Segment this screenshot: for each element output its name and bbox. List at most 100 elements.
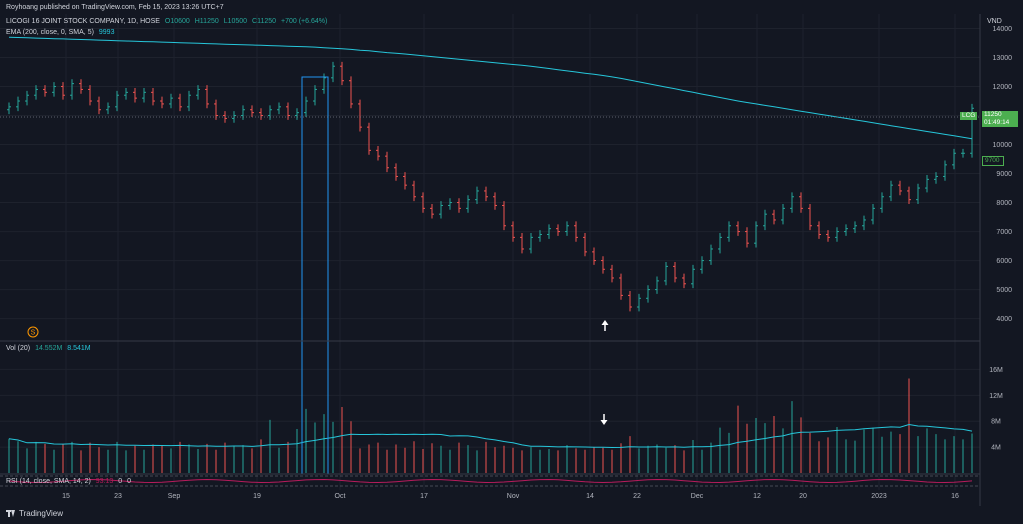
ohlc-bar: [457, 198, 461, 213]
ohlc-bar: [421, 192, 425, 213]
price-tick-label: 14000: [993, 26, 1013, 33]
ohlc-bar: [754, 221, 758, 248]
price-tick-label: 7000: [996, 229, 1012, 236]
ohlc-bar: [691, 264, 695, 289]
rsi-line: [8, 478, 973, 484]
ohlc-bar: [943, 160, 947, 181]
ohlc-bar: [916, 183, 920, 205]
ohlc-bar: [511, 221, 515, 242]
ohlc-bar: [250, 105, 254, 117]
ohlc-bar: [448, 198, 452, 210]
time-tick-label: 16: [951, 493, 959, 500]
time-tick-label: Sep: [168, 493, 181, 500]
low-value: L10500: [223, 18, 248, 25]
publisher-line: Royhoang published on TradingView.com, F…: [6, 4, 224, 11]
ohlc-bar: [466, 195, 470, 213]
price-tick-label: 9000: [996, 171, 1012, 178]
ohlc-bar: [610, 264, 614, 283]
tradingview-icon: [6, 510, 16, 517]
ohlc-bar: [538, 230, 542, 242]
ema-legend[interactable]: EMA (200, close, 0, SMA, 5) 9993: [6, 28, 117, 38]
ohlc-bar: [340, 61, 344, 86]
time-tick-label: Oct: [335, 493, 346, 500]
ohlc-bar: [556, 224, 560, 236]
ohlc-bar: [907, 186, 911, 205]
ohlc-bar: [16, 96, 20, 112]
volume-tick-label: 16M: [989, 367, 1003, 374]
countdown-tag: 01:49:14: [982, 119, 1018, 127]
ohlc-bar: [934, 172, 938, 184]
ohlc-bar: [88, 85, 92, 106]
price-bars: [7, 61, 974, 312]
ohlc-bar: [358, 99, 362, 132]
ohlc-bar: [295, 108, 299, 120]
ohlc-bar: [106, 102, 110, 115]
ohlc-bar: [637, 293, 641, 312]
symbol-legend[interactable]: LICOGI 16 JOINT STOCK COMPANY, 1D, HOSE …: [6, 17, 330, 27]
brand-label: TradingView: [19, 509, 64, 518]
time-tick-label: 23: [114, 493, 122, 500]
time-tick-label: 2023: [871, 493, 887, 500]
ohlc-bar: [115, 90, 119, 112]
ohlc-bar: [781, 204, 785, 225]
ohlc-bar: [844, 224, 848, 236]
currency-label: VND: [987, 18, 1002, 25]
time-tick-label: 20: [799, 493, 807, 500]
ohlc-bar: [745, 227, 749, 248]
ohlc-bar: [331, 61, 335, 83]
time-axis: 15 23 Sep 19 Oct 17 Nov 14 22 Dec 12 20 2023 16: [62, 493, 959, 500]
ohlc-bar: [520, 233, 524, 254]
ohlc-bar: [268, 105, 272, 120]
ohlc-bar: [367, 122, 371, 155]
ohlc-bar: [124, 87, 128, 100]
change-value: +700 (+6.64%): [281, 18, 328, 25]
rsi-value-3: 0: [127, 478, 132, 485]
rsi-label: RSI (14, close, SMA, 14, 2): [6, 478, 91, 485]
time-tick-label: 22: [633, 493, 641, 500]
ohlc-bar: [43, 85, 47, 97]
ohlc-bar: [709, 244, 713, 265]
ohlc-bar: [889, 180, 893, 202]
ema-price-tag: 9700: [982, 156, 1004, 166]
ohlc-bar: [304, 96, 308, 117]
time-tick-label: 12: [753, 493, 761, 500]
tradingview-logo[interactable]: TradingView: [6, 509, 63, 518]
footer-bar: [0, 506, 1023, 524]
ohlc-bar: [169, 93, 173, 109]
open-value: O10600: [164, 18, 190, 25]
ohlc-bar: [133, 87, 137, 103]
ohlc-bar: [925, 175, 929, 193]
ohlc-bar: [178, 93, 182, 112]
time-tick-label: Nov: [507, 493, 520, 500]
ohlc-bar: [601, 256, 605, 274]
ohlc-bar: [403, 172, 407, 190]
ohlc-bar: [259, 108, 263, 120]
ohlc-bar: [772, 209, 776, 225]
ohlc-bar: [187, 90, 191, 112]
ohlc-bar: [961, 148, 965, 158]
ohlc-bar: [826, 230, 830, 242]
volume-legend[interactable]: Vol (20) 14.552M 8.541M: [6, 344, 94, 354]
rsi-legend[interactable]: RSI (14, close, SMA, 14, 2) 93.13 0 0: [6, 477, 134, 487]
ohlc-bar: [430, 204, 434, 219]
svg-text:S: S: [31, 330, 36, 337]
volume-tick-label: 4M: [991, 445, 1001, 452]
ohlc-bar: [313, 85, 317, 106]
ohlc-bar: [52, 82, 56, 97]
ohlc-bar: [70, 79, 74, 100]
ohlc-bar: [502, 201, 506, 231]
ohlc-bar: [241, 105, 245, 120]
dividend-marker[interactable]: S: [27, 326, 39, 338]
ohlc-bar: [835, 227, 839, 242]
ema-line: [8, 36, 973, 140]
ohlc-bar: [547, 224, 551, 239]
ohlc-bar: [727, 221, 731, 242]
ohlc-bar: [214, 99, 218, 120]
ohlc-bar: [34, 85, 38, 100]
symbol-title: LICOGI 16 JOINT STOCK COMPANY, 1D, HOSE: [6, 18, 160, 25]
ohlc-bar: [574, 221, 578, 242]
volume-value: 14.552M: [35, 345, 63, 352]
price-tick-label: 12000: [993, 84, 1013, 91]
ohlc-bar: [646, 285, 650, 303]
ohlc-bar: [25, 90, 29, 106]
